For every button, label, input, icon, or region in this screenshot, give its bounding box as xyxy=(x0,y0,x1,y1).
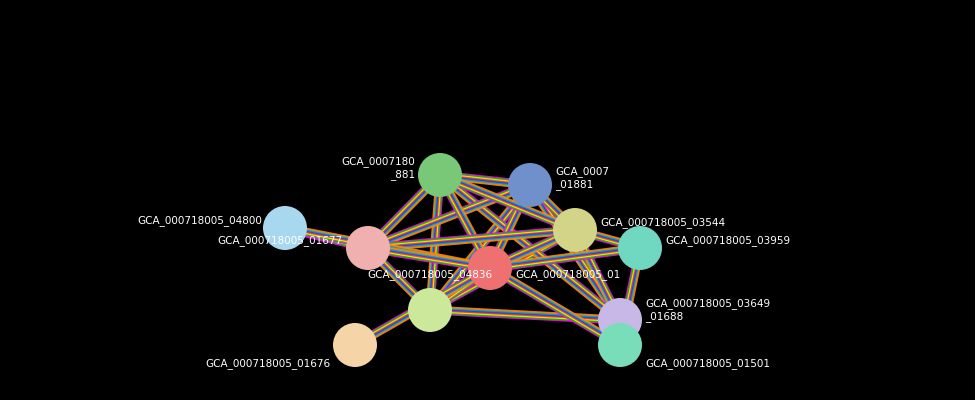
Text: GCA_000718005_04836: GCA_000718005_04836 xyxy=(368,269,492,280)
Circle shape xyxy=(333,323,377,367)
Text: GCA_000718005_03959: GCA_000718005_03959 xyxy=(665,236,790,246)
Circle shape xyxy=(553,208,597,252)
Text: GCA_000718005_01501: GCA_000718005_01501 xyxy=(645,358,770,369)
Text: GCA_0007180
_881: GCA_0007180 _881 xyxy=(341,156,415,180)
Circle shape xyxy=(346,226,390,270)
Text: GCA_000718005_01: GCA_000718005_01 xyxy=(515,270,620,280)
Text: GCA_000718005_01677: GCA_000718005_01677 xyxy=(217,236,343,246)
Circle shape xyxy=(508,163,552,207)
Circle shape xyxy=(263,206,307,250)
Text: GCA_0007
_01881: GCA_0007 _01881 xyxy=(555,166,609,190)
Circle shape xyxy=(598,298,642,342)
Text: GCA_000718005_01676: GCA_000718005_01676 xyxy=(205,358,330,369)
Circle shape xyxy=(418,153,462,197)
Circle shape xyxy=(598,323,642,367)
Circle shape xyxy=(408,288,452,332)
Text: GCA_000718005_04800: GCA_000718005_04800 xyxy=(137,216,262,226)
Text: GCA_000718005_03544: GCA_000718005_03544 xyxy=(600,218,725,228)
Text: GCA_000718005_03649
_01688: GCA_000718005_03649 _01688 xyxy=(645,298,770,322)
Circle shape xyxy=(618,226,662,270)
Circle shape xyxy=(468,246,512,290)
